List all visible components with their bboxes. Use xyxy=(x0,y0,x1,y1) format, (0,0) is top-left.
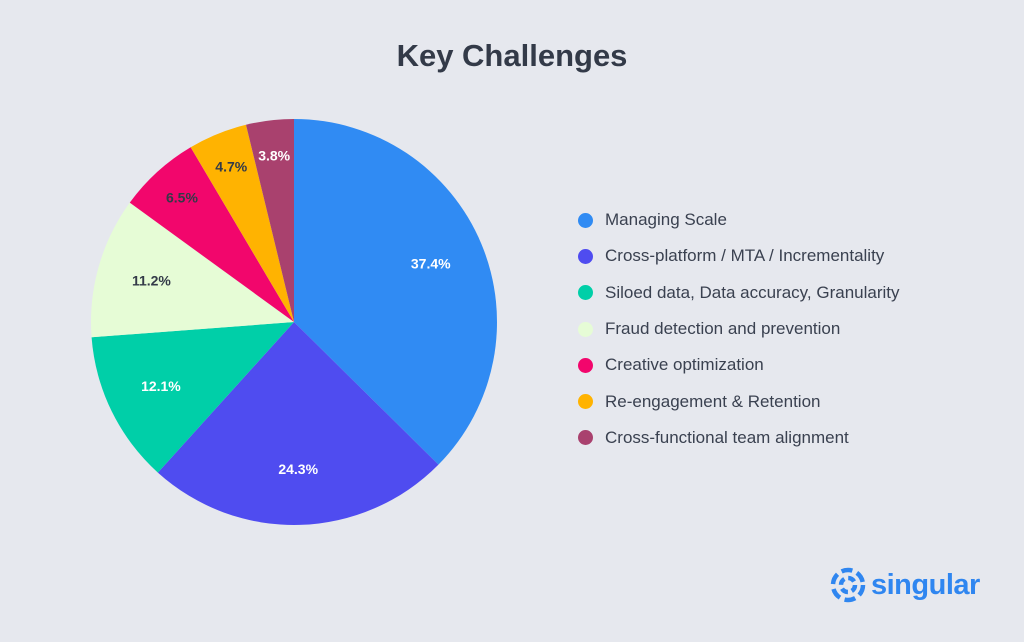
pie-slice-3 xyxy=(91,202,294,338)
singular-swirl-icon xyxy=(830,567,866,603)
pie-slice-1 xyxy=(157,322,439,525)
legend-swatch xyxy=(578,430,593,446)
chart-legend: Managing Scale Cross-platform / MTA / Inc… xyxy=(578,202,900,456)
pie-slice-5 xyxy=(190,124,294,322)
legend-swatch xyxy=(578,394,593,410)
legend-swatch xyxy=(578,248,593,264)
legend-item-1: Cross-platform / MTA / Incrementality xyxy=(578,238,900,274)
pie-slice-4 xyxy=(129,147,294,322)
logo-wordmark: singular xyxy=(871,568,980,601)
legend-label: Fraud detection and prevention xyxy=(605,319,841,339)
singular-logo: singular xyxy=(830,567,980,603)
slice-label-2: 12.1% xyxy=(141,378,181,394)
pie-slice-6 xyxy=(245,119,294,322)
legend-label: Re-engagement & Retention xyxy=(605,391,821,411)
legend-item-5: Re-engagement & Retention xyxy=(578,383,900,419)
slice-label-6: 3.8% xyxy=(258,147,290,163)
legend-swatch xyxy=(578,357,593,373)
pie-slice-2 xyxy=(91,322,294,473)
legend-item-6: Cross-functional team alignment xyxy=(578,420,900,456)
legend-item-4: Creative optimization xyxy=(578,347,900,383)
slice-label-5: 4.7% xyxy=(215,159,247,175)
legend-label: Siloed data, Data accuracy, Granularity xyxy=(605,282,900,302)
chart-title: Key Challenges xyxy=(396,38,628,73)
pie-slice-0 xyxy=(294,119,497,465)
slice-label-0: 37.4% xyxy=(411,256,451,272)
legend-swatch xyxy=(578,321,593,337)
legend-label: Cross-functional team alignment xyxy=(605,427,849,447)
legend-label: Creative optimization xyxy=(605,355,764,375)
legend-item-2: Siloed data, Data accuracy, Granularity xyxy=(578,275,900,311)
legend-item-3: Fraud detection and prevention xyxy=(578,311,900,347)
legend-item-0: Managing Scale xyxy=(578,202,900,238)
slice-label-1: 24.3% xyxy=(278,461,318,477)
slice-label-4: 6.5% xyxy=(166,190,198,206)
slice-label-3: 11.2% xyxy=(132,272,171,288)
legend-label: Cross-platform / MTA / Incrementality xyxy=(605,246,885,266)
legend-label: Managing Scale xyxy=(605,210,727,230)
legend-swatch xyxy=(578,285,593,301)
legend-swatch xyxy=(578,212,593,228)
